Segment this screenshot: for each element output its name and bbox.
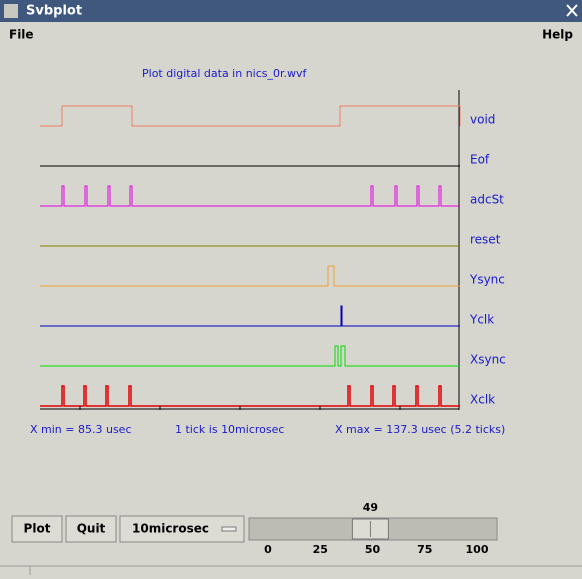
quit-button[interactable] xyxy=(65,515,117,543)
waveform xyxy=(40,265,460,287)
slider-tick-label: 50 xyxy=(365,543,381,556)
slider-tick-label: 0 xyxy=(264,543,272,556)
menu-help[interactable]: Help xyxy=(542,28,573,42)
dropdown-indicator xyxy=(221,526,237,532)
plot-button[interactable] xyxy=(11,515,63,543)
waveforms xyxy=(40,105,461,410)
signal-label: Eof xyxy=(470,153,490,167)
dropdown-label: 10microsec xyxy=(132,522,209,536)
tick-info: 1 tick is 10microsec xyxy=(175,423,284,436)
signal-label: reset xyxy=(470,233,501,247)
waveform xyxy=(40,305,460,327)
window-icon xyxy=(4,4,18,18)
waveform xyxy=(40,185,460,207)
signal-label: Xclk xyxy=(470,393,495,407)
plot-title: Plot digital data in nics_0r.wvf xyxy=(142,67,308,80)
signal-label: void xyxy=(470,113,495,127)
slider-tick-label: 100 xyxy=(466,543,489,556)
waveform xyxy=(40,105,461,127)
menu-file[interactable]: File xyxy=(9,28,34,42)
xmin: X min = 85.3 usec xyxy=(30,423,132,436)
window-title: Svbplot xyxy=(26,4,82,19)
signal-label: Ysync xyxy=(469,273,505,287)
slider-tick-label: 75 xyxy=(417,543,432,556)
waveform xyxy=(40,345,460,367)
title-bar xyxy=(0,0,582,22)
waveform xyxy=(40,385,460,407)
signal-label: Yclk xyxy=(469,313,494,327)
signal-label: Xsync xyxy=(470,353,506,367)
xmax: X max = 137.3 usec (5.2 ticks) xyxy=(335,423,505,436)
slider-value: 49 xyxy=(363,501,378,514)
signal-label: adcSt xyxy=(470,193,504,207)
plot-button-label: Plot xyxy=(24,522,51,536)
slider-tick-label: 25 xyxy=(313,543,328,556)
quit-button-label: Quit xyxy=(77,522,106,536)
close-button[interactable] xyxy=(566,4,578,17)
